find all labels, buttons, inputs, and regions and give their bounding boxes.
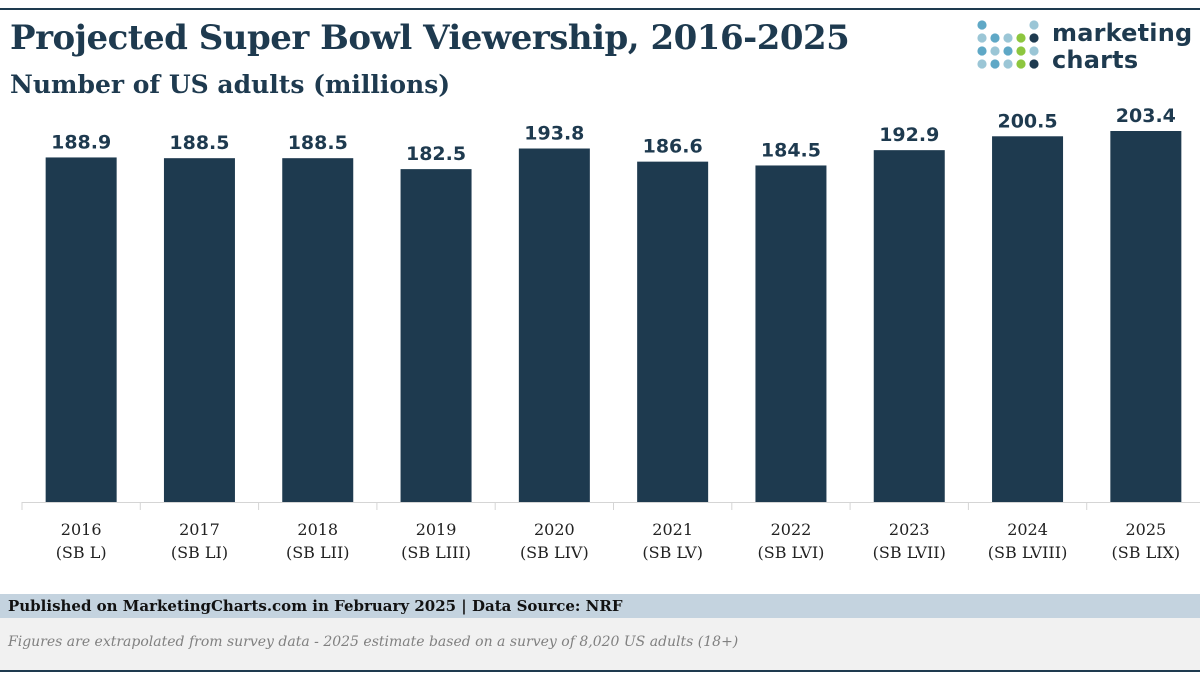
logo-dot	[990, 59, 1000, 69]
logo-dot	[1003, 46, 1013, 56]
footer-bar: Published on MarketingCharts.com in Febr…	[0, 594, 1200, 618]
data-label-2021: 186.6	[643, 136, 703, 158]
logo-dot	[1003, 33, 1013, 43]
x-tick-label-game: (SB LII)	[286, 543, 350, 562]
logo-text-line1: marketing	[1052, 19, 1193, 47]
data-label-2018: 188.5	[288, 132, 348, 154]
logo-dot	[1029, 46, 1039, 56]
data-label-2019: 182.5	[406, 143, 466, 165]
data-label-2023: 192.9	[879, 124, 939, 146]
chart-title: Projected Super Bowl Viewership, 2016-20…	[10, 18, 850, 58]
data-label-2020: 193.8	[524, 123, 584, 145]
bar-2016	[45, 157, 117, 503]
logo-dot	[1029, 20, 1039, 30]
logo-dot	[977, 20, 987, 30]
x-tick-label-year: 2017	[179, 520, 220, 539]
marketingcharts-logo[interactable]: marketing charts	[974, 18, 1194, 80]
logo-dot	[977, 46, 987, 56]
bar-chart: 188.9 2016 (SB L) 188.5 2017 (SB LI) 188.5 2018…	[21, 105, 1200, 562]
logo-dot	[1016, 33, 1026, 43]
x-tick-label-year: 2019	[416, 520, 457, 539]
data-label-2017: 188.5	[169, 132, 229, 154]
bar-2017	[163, 158, 235, 502]
x-tick-label-game: (SB LVII)	[873, 543, 946, 562]
x-tick-label-year: 2016	[61, 520, 102, 539]
logo-dot	[1016, 46, 1026, 56]
x-tick-label-year: 2024	[1007, 520, 1048, 539]
logo-dots-icon	[977, 20, 1039, 69]
x-tick-label-game: (SB LIX)	[1112, 543, 1181, 562]
published-source-line: Published on MarketingCharts.com in Febr…	[8, 597, 623, 615]
bar-2019	[400, 169, 472, 502]
note-area: Figures are extrapolated from survey dat…	[0, 618, 1200, 670]
x-tick-label-game: (SB LIII)	[401, 543, 471, 562]
logo-dot	[1029, 59, 1039, 69]
x-tick-label-year: 2022	[771, 520, 812, 539]
x-tick-label-game: (SB LVIII)	[988, 543, 1068, 562]
data-label-2025: 203.4	[1116, 105, 1176, 127]
x-tick-label-game: (SB LV)	[642, 543, 703, 562]
bar-2022	[755, 165, 827, 502]
x-tick-label-game: (SB LIV)	[520, 543, 589, 562]
data-label-2022: 184.5	[761, 139, 821, 161]
logo-dot	[1016, 59, 1026, 69]
bar-2021	[637, 161, 709, 502]
bar-2023	[873, 150, 945, 502]
top-rule	[0, 8, 1200, 10]
x-tick-label-year: 2020	[534, 520, 575, 539]
bar-2024	[992, 136, 1064, 502]
logo-dot	[990, 46, 1000, 56]
x-tick-label-year: 2018	[297, 520, 338, 539]
x-tick-label-game: (SB LI)	[171, 543, 228, 562]
bar-2020	[518, 148, 590, 502]
bar-2018	[282, 158, 354, 502]
logo-wordmark: marketing charts	[1052, 20, 1192, 74]
chart-subtitle: Number of US adults (millions)	[10, 70, 451, 99]
bar-2025	[1110, 131, 1182, 502]
x-tick-label-year: 2023	[889, 520, 930, 539]
logo-dot	[977, 59, 987, 69]
data-label-2016: 188.9	[51, 131, 111, 153]
methodology-note: Figures are extrapolated from survey dat…	[8, 634, 739, 650]
logo-dot	[1029, 33, 1039, 43]
logo-dot	[990, 33, 1000, 43]
logo-dot	[1003, 59, 1013, 69]
logo-text-line2: charts	[1052, 46, 1139, 74]
x-tick-label-year: 2021	[652, 520, 693, 539]
x-tick-label-game: (SB LVI)	[758, 543, 825, 562]
data-label-2024: 200.5	[997, 110, 1057, 132]
bottom-rule	[0, 670, 1200, 672]
x-tick-label-game: (SB L)	[56, 543, 107, 562]
x-tick-label-year: 2025	[1125, 520, 1166, 539]
logo-dot	[977, 33, 987, 43]
